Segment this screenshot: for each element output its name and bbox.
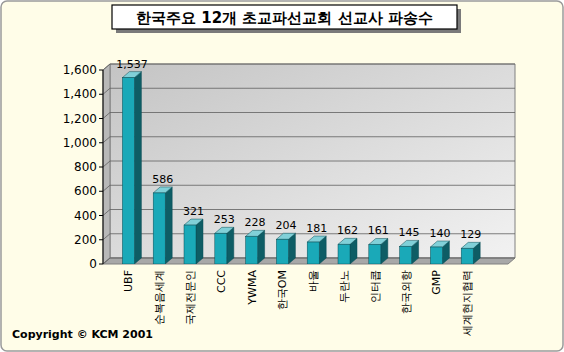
category-label: GMP xyxy=(430,270,443,295)
background xyxy=(1,1,563,351)
data-label: 161 xyxy=(368,224,389,237)
bar-top xyxy=(184,219,203,225)
tick-label: 1,000 xyxy=(63,136,97,150)
bar xyxy=(369,244,381,264)
annotation: Copyright © KCM 2001 xyxy=(12,328,153,341)
bar xyxy=(246,236,258,264)
grid-line xyxy=(103,64,515,70)
data-label: 586 xyxy=(152,173,173,186)
data-label: 321 xyxy=(183,205,204,218)
bar xyxy=(338,244,350,264)
category-label: CCC xyxy=(215,270,228,293)
grid-line xyxy=(103,88,515,94)
bar-top xyxy=(122,72,141,78)
tick-label: 1,600 xyxy=(63,63,97,77)
bar-top xyxy=(400,240,419,246)
category-label: 두란노 xyxy=(338,270,351,303)
category-label: 한국외항 xyxy=(400,270,413,314)
tick xyxy=(99,94,103,95)
tick xyxy=(99,239,103,240)
bar-side xyxy=(134,72,141,264)
tick xyxy=(99,264,103,265)
title: 한국주요 12개 초교파선교회 선교사 파송수 xyxy=(136,9,433,27)
tick-label: 200 xyxy=(74,233,97,247)
bar xyxy=(307,242,319,264)
data-label: 129 xyxy=(460,228,481,241)
y-axis xyxy=(103,70,104,264)
bar xyxy=(122,78,134,264)
bar-side xyxy=(196,219,203,264)
tick xyxy=(99,142,103,143)
data-label: 162 xyxy=(337,224,358,237)
data-label: 145 xyxy=(399,226,420,239)
data-label: 228 xyxy=(245,216,266,229)
category-label: 세계현지협력 xyxy=(461,270,474,336)
bar xyxy=(276,239,288,264)
bar-side xyxy=(165,187,172,264)
bar-top xyxy=(338,238,357,244)
tick-label: 400 xyxy=(74,209,97,223)
tick-label: 1,200 xyxy=(63,112,97,126)
data-label: 140 xyxy=(429,227,450,240)
tick-label: 600 xyxy=(74,184,97,198)
bar xyxy=(153,193,165,264)
bar-top xyxy=(215,227,234,233)
tick-label: 800 xyxy=(74,160,97,174)
tick xyxy=(99,167,103,168)
category-label: 인터콥 xyxy=(369,270,382,303)
data-label: 204 xyxy=(275,219,296,232)
tick xyxy=(99,118,103,119)
title-box xyxy=(112,5,457,29)
tick xyxy=(99,191,103,192)
data-label: 181 xyxy=(306,222,327,235)
tick-label: 1,400 xyxy=(63,87,97,101)
bar-top xyxy=(430,241,449,247)
category-label: 순복음세계 xyxy=(153,270,166,325)
bar-top xyxy=(369,238,388,244)
category-label: YWMA xyxy=(246,270,259,306)
tick xyxy=(99,215,103,216)
grid-line xyxy=(103,161,515,167)
category-label: 바울 xyxy=(307,270,320,292)
bar-top xyxy=(307,236,326,242)
bar-top xyxy=(153,187,172,193)
data-label: 1,537 xyxy=(116,58,148,71)
category-label: UBF xyxy=(122,270,135,292)
category-label: 국제전문인 xyxy=(184,270,197,325)
data-label: 253 xyxy=(214,213,235,226)
tick xyxy=(99,70,103,71)
bar xyxy=(215,233,227,264)
chart: 0 200 400 600 800 1,000 1,200 1,400 1,600 1,537 58… xyxy=(0,0,564,352)
bar xyxy=(184,225,196,264)
grid-line xyxy=(103,137,515,143)
category-label: 한국OM xyxy=(276,270,289,310)
bar-top xyxy=(246,230,265,236)
tick-label: 0 xyxy=(89,257,97,271)
bars xyxy=(122,72,480,264)
bar-side xyxy=(227,227,234,264)
bar xyxy=(400,246,412,264)
bar xyxy=(430,247,442,264)
bar-top xyxy=(276,233,295,239)
bar-top xyxy=(461,242,480,248)
bar xyxy=(461,248,473,264)
grid-line xyxy=(103,113,515,119)
